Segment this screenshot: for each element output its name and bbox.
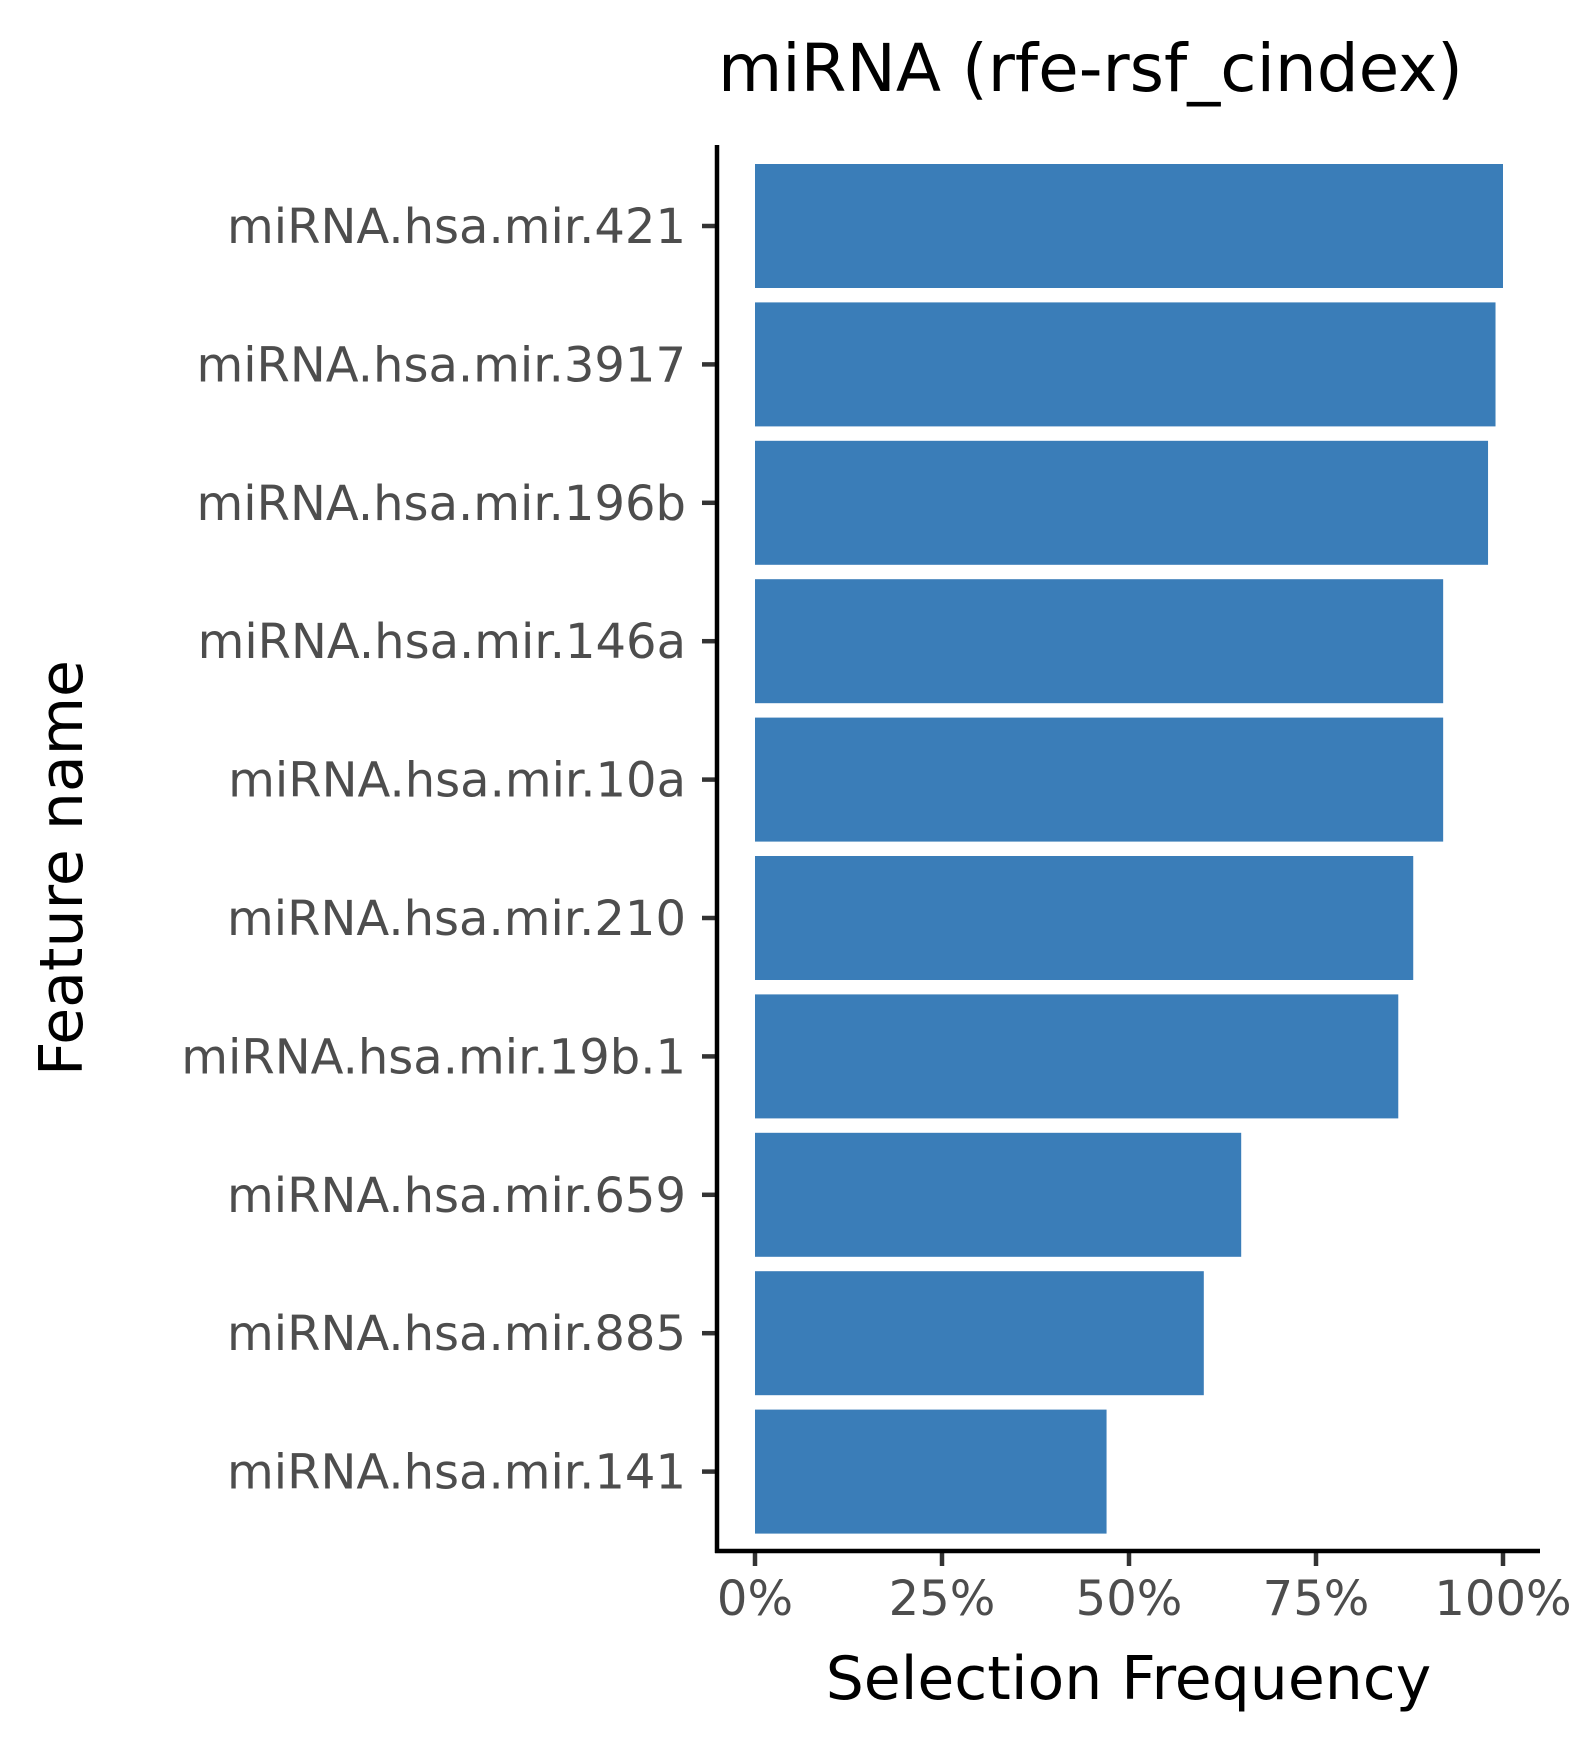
y-tick-label: miRNA.hsa.mir.210 bbox=[227, 891, 686, 947]
y-tick-label: miRNA.hsa.mir.3917 bbox=[196, 337, 686, 393]
bar-miRNA.hsa.mir.421 bbox=[755, 164, 1503, 288]
bar-miRNA.hsa.mir.659 bbox=[755, 1132, 1242, 1257]
y-tick-label: miRNA.hsa.mir.146a bbox=[198, 614, 686, 670]
bar-miRNA.hsa.mir.3917 bbox=[755, 302, 1496, 427]
bar-miRNA.hsa.mir.141 bbox=[755, 1409, 1107, 1534]
bar-miRNA.hsa.mir.196b bbox=[755, 440, 1489, 565]
y-tick-label: miRNA.hsa.mir.19b.1 bbox=[181, 1029, 686, 1085]
y-tick-label: miRNA.hsa.mir.141 bbox=[227, 1445, 686, 1501]
x-tick-label: 25% bbox=[889, 1571, 996, 1627]
y-tick-label: miRNA.hsa.mir.421 bbox=[227, 199, 686, 255]
x-tick-label: 0% bbox=[717, 1571, 793, 1627]
y-axis-ticks: miRNA.hsa.mir.421 miRNA.hsa.mir.3917 miRNA… bbox=[181, 199, 717, 1501]
x-axis-title: Selection Frequency bbox=[826, 1644, 1432, 1714]
x-tick-label: 50% bbox=[1076, 1571, 1183, 1627]
y-tick-label: miRNA.hsa.mir.196b bbox=[197, 476, 686, 532]
x-tick-label: 75% bbox=[1263, 1571, 1370, 1627]
x-axis-ticks: 0% 25% 50% 75% 100% bbox=[717, 1551, 1572, 1627]
bar-miRNA.hsa.mir.10a bbox=[755, 717, 1444, 842]
x-tick-label: 100% bbox=[1434, 1571, 1571, 1627]
y-tick-label: miRNA.hsa.mir.659 bbox=[227, 1168, 686, 1224]
bar-miRNA.hsa.mir.210 bbox=[755, 856, 1414, 980]
bar-miRNA.hsa.mir.885 bbox=[755, 1271, 1204, 1396]
y-axis-title: Feature name bbox=[27, 660, 97, 1076]
y-tick-label: miRNA.hsa.mir.885 bbox=[227, 1306, 686, 1362]
chart-title: miRNA (rfe-rsf_cindex) bbox=[718, 30, 1463, 107]
bars-group bbox=[755, 164, 1503, 1534]
y-tick-label: miRNA.hsa.mir.10a bbox=[228, 753, 686, 809]
bar-miRNA.hsa.mir.19b.1 bbox=[755, 994, 1399, 1119]
bar-miRNA.hsa.mir.146a bbox=[755, 579, 1444, 704]
